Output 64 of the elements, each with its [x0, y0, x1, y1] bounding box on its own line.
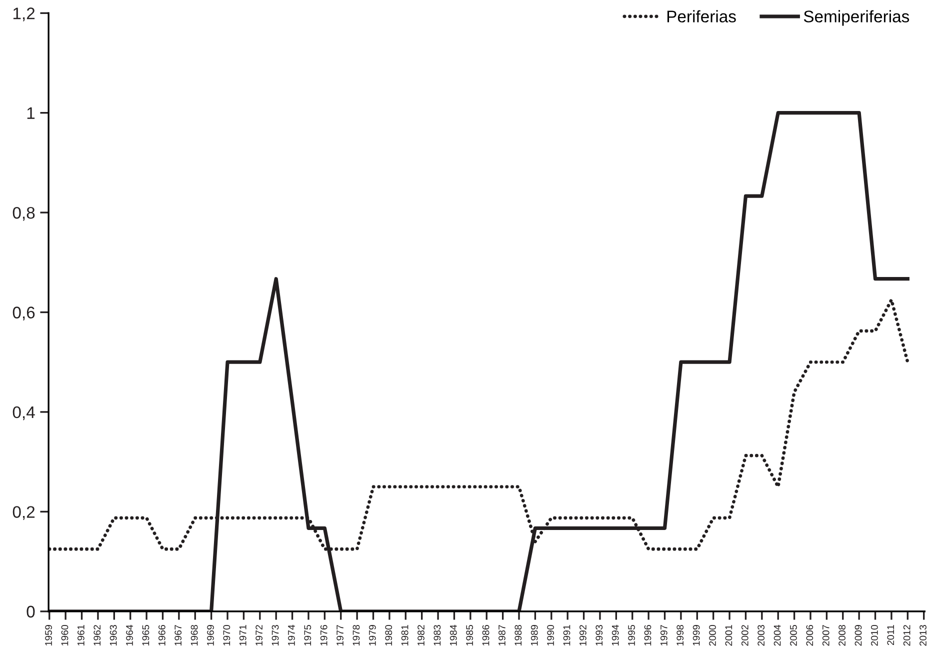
x-tick-label: 2002	[741, 625, 748, 646]
y-tick-label: 0,8	[12, 206, 35, 221]
x-tick-label: 2009	[854, 625, 862, 646]
x-tick-label: 1995	[628, 624, 635, 646]
x-tick-label: 1963	[110, 625, 117, 646]
x-tick-label: 1975	[304, 624, 312, 646]
x-tick-label: 2008	[838, 625, 846, 646]
x-tick-label: 1988	[514, 625, 522, 646]
y-tick-label: 0	[26, 606, 35, 618]
x-tick-label: 1978	[352, 625, 360, 646]
x-tick-label: 1971	[239, 625, 246, 646]
x-tick-label: 1961	[77, 625, 84, 646]
x-tick-label: 2000	[709, 624, 716, 646]
x-tick-label: 1983	[434, 625, 441, 646]
x-tick-label: 1979	[368, 625, 376, 646]
x-tick-label: 1989	[530, 625, 538, 646]
x-tick-label: 1980	[385, 624, 392, 646]
x-tick-label: 1985	[466, 624, 474, 646]
legend-label: Semiperiferias	[804, 10, 910, 26]
x-tick-label: 1982	[418, 625, 424, 646]
x-tick-label: 1972	[256, 625, 263, 646]
x-tick-label: 1994	[612, 624, 619, 646]
legend-label: Periferias	[667, 10, 736, 22]
x-tick-label: 1973	[272, 625, 279, 646]
x-tick-label: 2005	[790, 624, 797, 646]
x-tick-label: 2010	[870, 624, 878, 646]
x-tick-label: 2006	[806, 625, 814, 646]
x-tick-label: 1974	[288, 624, 295, 646]
x-tick-label: 1964	[126, 624, 133, 646]
x-tick-label: 1984	[450, 624, 457, 646]
x-tick-label: 1997	[660, 625, 668, 646]
x-tick-label: 1981	[401, 625, 408, 646]
y-tick-label: 0,4	[12, 406, 35, 420]
x-tick-label: 1998	[676, 625, 684, 646]
x-tick-label: 1990	[547, 624, 554, 646]
x-tick-label: 1992	[580, 625, 586, 646]
x-tick-label: 1966	[158, 625, 166, 646]
x-tick-label: 2004	[774, 624, 781, 646]
y-tick-label: 0,2	[12, 506, 35, 520]
x-tick-label: 1991	[563, 625, 570, 646]
y-tick-label: 1	[27, 107, 35, 119]
y-tick-label: 1,2	[13, 8, 35, 22]
x-tick-label: 2011	[887, 625, 894, 646]
x-tick-label: 2003	[758, 625, 765, 646]
x-tick-label: 1959	[45, 625, 52, 646]
y-tick-label: 0,6	[12, 306, 35, 320]
x-tick-label: 1993	[596, 625, 603, 646]
x-tick-label: 1967	[174, 625, 182, 646]
x-tick-label: 1976	[320, 625, 328, 646]
x-tick-label: 1969	[207, 625, 214, 646]
x-tick-label: 1960	[61, 624, 68, 646]
x-tick-label: 1996	[644, 625, 652, 646]
x-tick-label: 1962	[94, 625, 101, 646]
x-tick-label: 2012	[903, 625, 910, 646]
x-tick-label: 2007	[822, 625, 830, 646]
x-tick-label: 1987	[498, 625, 506, 646]
x-tick-label: 1965	[142, 624, 150, 646]
x-tick-label: 1968	[190, 625, 198, 646]
x-tick-label: 2001	[725, 625, 732, 646]
x-tick-label: 2013	[920, 625, 926, 646]
x-tick-label: 1986	[482, 625, 490, 646]
x-tick-label: 1970	[223, 624, 230, 646]
x-tick-label: 1999	[692, 625, 700, 646]
x-tick-label: 1977	[336, 625, 344, 646]
